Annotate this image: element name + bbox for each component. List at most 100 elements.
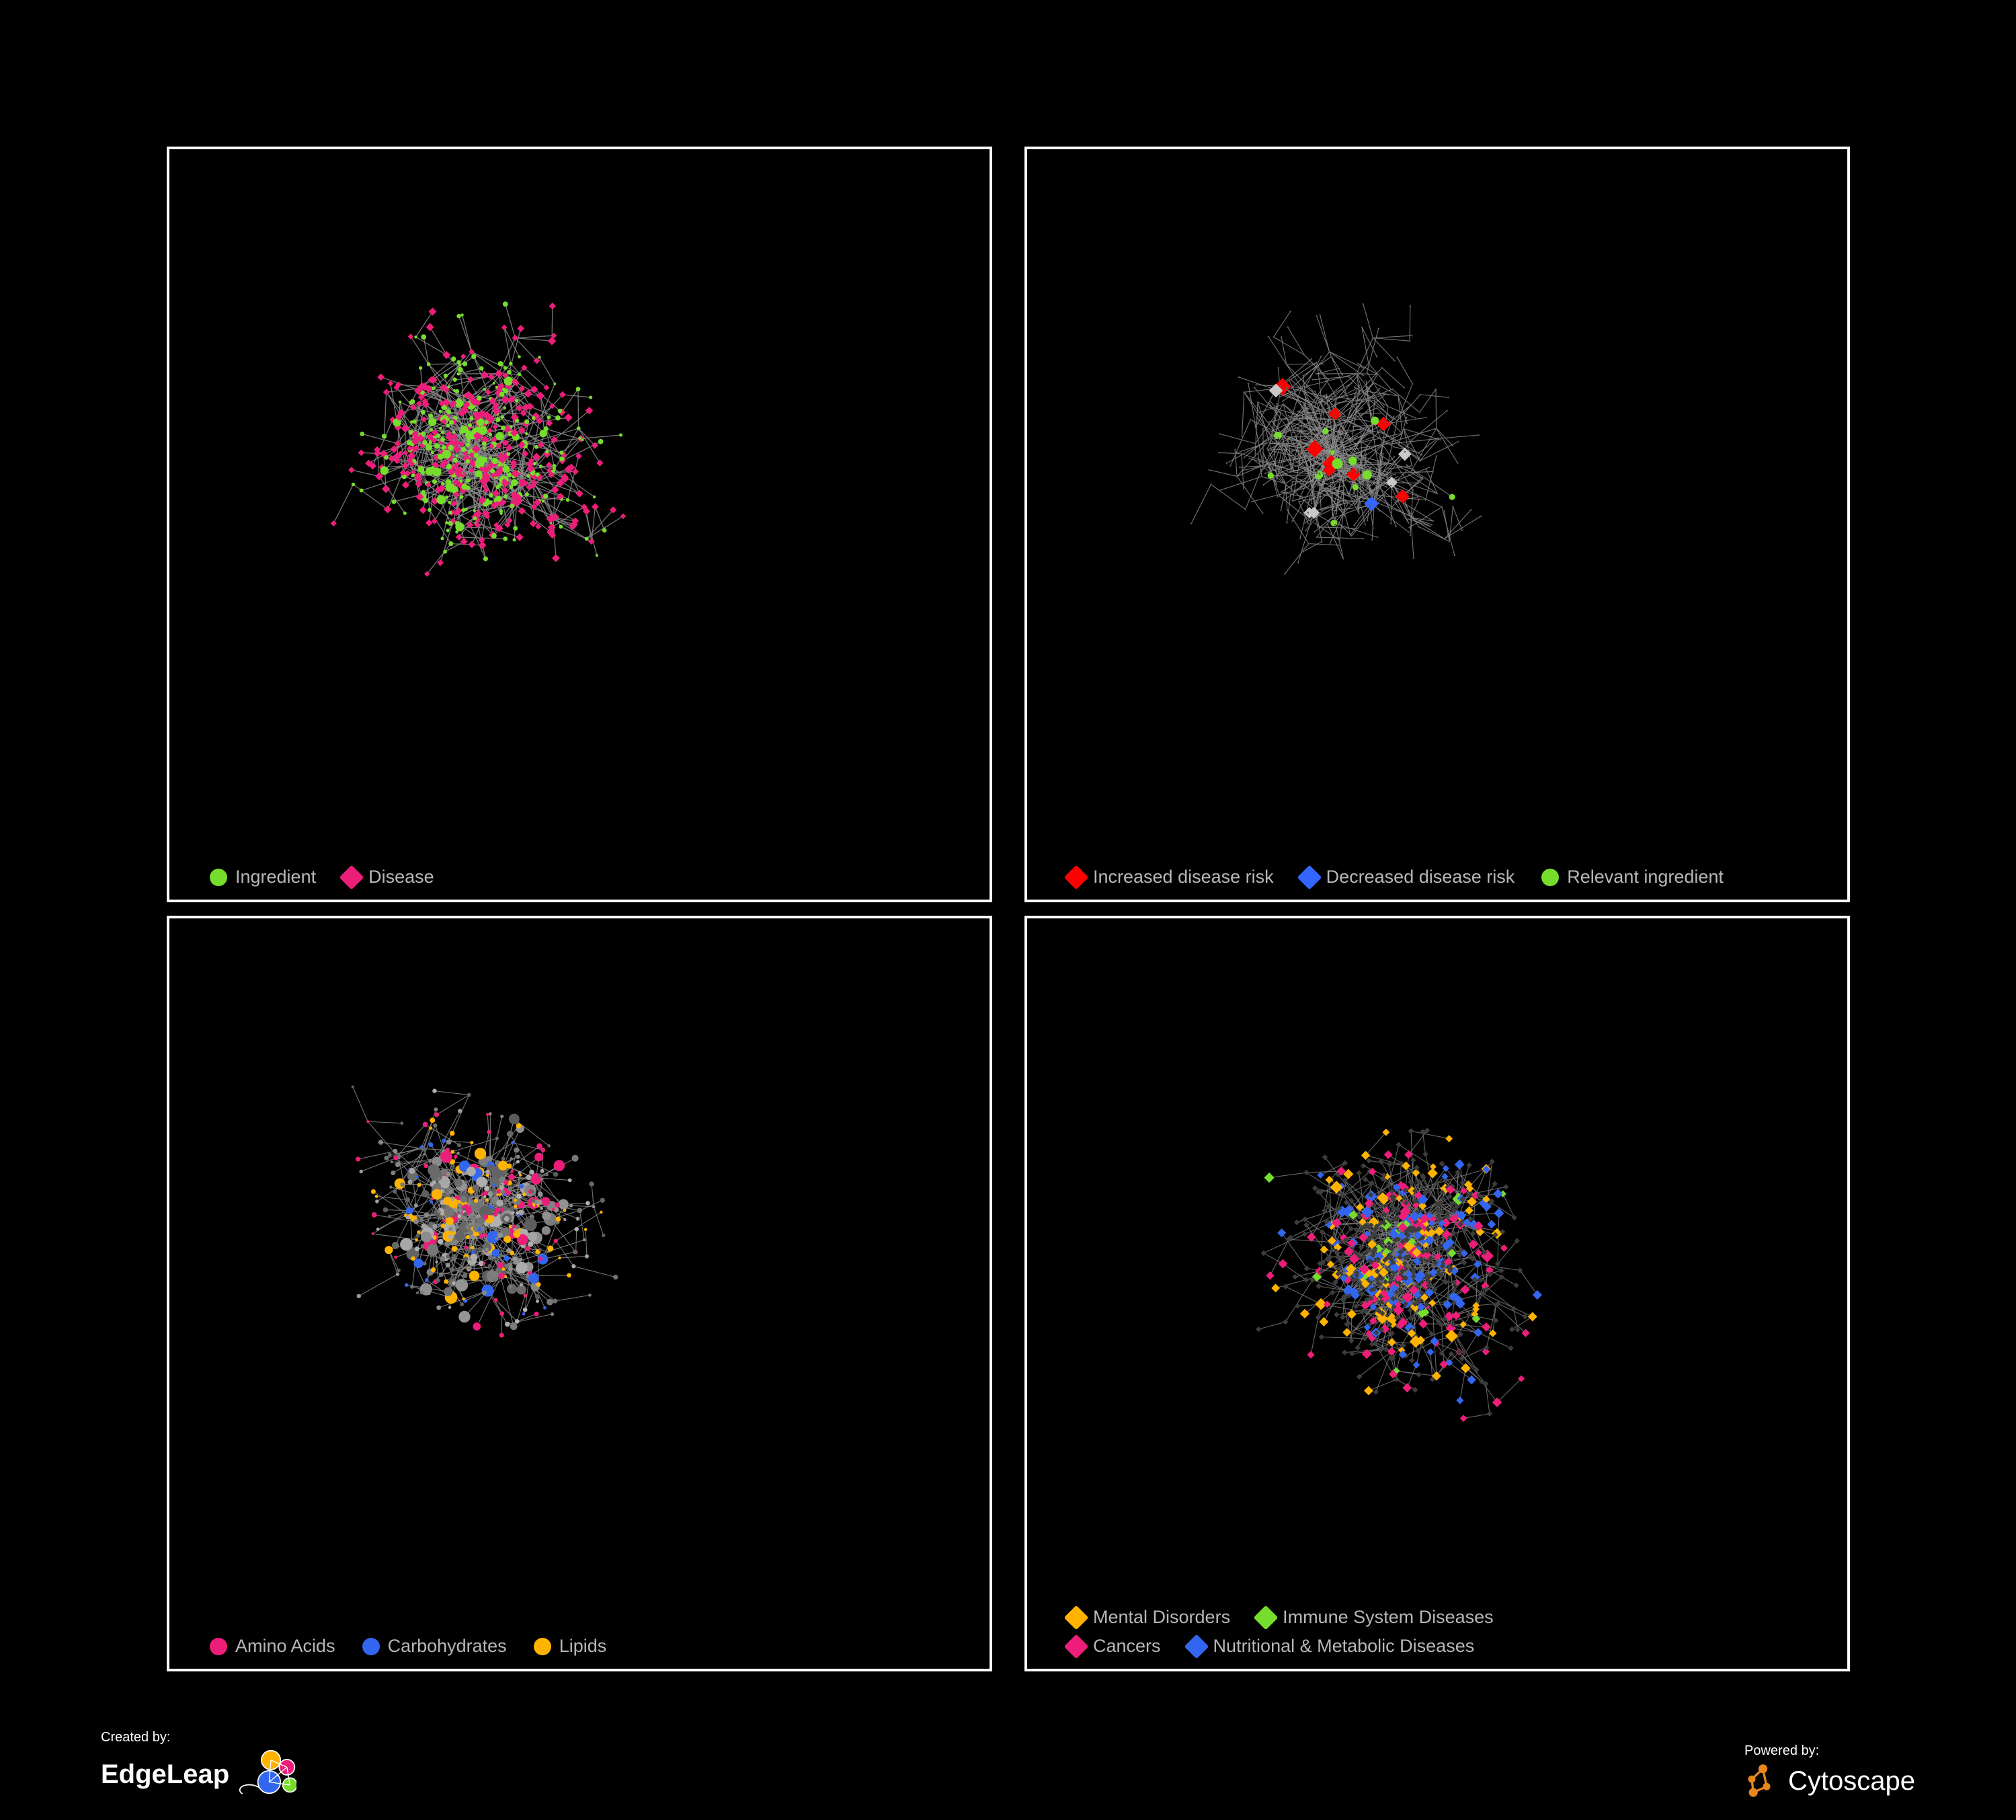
unclassified-node[interactable] [457, 1152, 460, 1154]
unclassified-disease-node[interactable] [1320, 1229, 1325, 1234]
minor-node[interactable] [1261, 476, 1262, 477]
amino-acid-node[interactable] [434, 1112, 439, 1117]
unclassified-node[interactable] [391, 1160, 393, 1163]
relevant-ingredient-node[interactable] [1371, 417, 1379, 425]
ingredient-node[interactable] [509, 362, 512, 365]
ingredient-node[interactable] [559, 450, 563, 454]
amino-acid-node[interactable] [454, 1155, 457, 1158]
minor-node[interactable] [1377, 327, 1379, 329]
minor-node[interactable] [1281, 336, 1282, 338]
unclassified-node[interactable] [542, 1226, 551, 1235]
minor-node[interactable] [1322, 486, 1323, 487]
ingredient-node[interactable] [352, 483, 355, 486]
amino-acid-node[interactable] [372, 1212, 377, 1218]
ingredient-node[interactable] [501, 426, 506, 430]
minor-node[interactable] [1364, 524, 1366, 526]
unclassified-node[interactable] [504, 1216, 510, 1222]
amino-acid-node[interactable] [534, 1312, 539, 1316]
unclassified-node[interactable] [577, 1208, 582, 1214]
minor-node[interactable] [1270, 401, 1271, 402]
minor-node[interactable] [1241, 436, 1242, 437]
minor-node[interactable] [1412, 383, 1413, 385]
lipid-node[interactable] [563, 1209, 567, 1212]
lipid-node[interactable] [584, 1228, 588, 1231]
amino-acid-node[interactable] [552, 1208, 555, 1211]
amino-acid-node[interactable] [512, 1224, 516, 1228]
ingredient-node[interactable] [419, 366, 422, 370]
ingredient-node[interactable] [498, 361, 503, 366]
minor-node[interactable] [1325, 461, 1326, 462]
minor-node[interactable] [1338, 368, 1340, 369]
amino-acid-node[interactable] [494, 1298, 498, 1302]
ingredient-node[interactable] [477, 395, 481, 400]
lipid-node[interactable] [450, 1131, 455, 1136]
unclassified-node[interactable] [405, 1197, 411, 1203]
minor-node[interactable] [1409, 305, 1411, 307]
minor-node[interactable] [1281, 491, 1282, 492]
unclassified-disease-node[interactable] [1424, 1127, 1430, 1133]
ingredient-node[interactable] [403, 512, 407, 515]
ingredient-node[interactable] [489, 500, 493, 504]
ingredient-node[interactable] [510, 504, 514, 508]
ingredient-node[interactable] [558, 409, 563, 413]
minor-node[interactable] [1316, 364, 1318, 366]
minor-node[interactable] [1402, 433, 1403, 434]
ingredient-node[interactable] [446, 409, 451, 414]
amino-acid-node[interactable] [483, 1214, 488, 1220]
mental-disorder-node[interactable] [1320, 1246, 1328, 1254]
ingredient-node[interactable] [456, 314, 460, 318]
unclassified-node[interactable] [553, 1172, 558, 1177]
minor-node[interactable] [1343, 430, 1344, 432]
minor-node[interactable] [1297, 428, 1299, 429]
disease-node[interactable] [548, 337, 557, 346]
unclassified-node[interactable] [442, 1193, 447, 1197]
minor-node[interactable] [1341, 459, 1342, 461]
unclassified-node[interactable] [514, 1148, 519, 1153]
ingredient-node[interactable] [539, 465, 542, 468]
unclassified-node[interactable] [427, 1244, 439, 1256]
unclassified-disease-node[interactable] [1304, 1265, 1309, 1271]
unclassified-node[interactable] [471, 1254, 477, 1261]
unclassified-node[interactable] [436, 1305, 441, 1310]
minor-node[interactable] [1411, 335, 1413, 337]
ingredient-node[interactable] [414, 335, 417, 339]
amino-acid-node[interactable] [424, 1163, 428, 1168]
unclassified-node[interactable] [485, 1170, 490, 1175]
minor-node[interactable] [1264, 473, 1266, 475]
nutritional-metabolic-disease-node[interactable] [1456, 1396, 1463, 1404]
minor-node[interactable] [1353, 492, 1355, 494]
cancer-node[interactable] [1460, 1285, 1469, 1294]
mental-disorder-node[interactable] [1445, 1330, 1458, 1343]
minor-node[interactable] [1318, 431, 1320, 432]
immune-system-disease-node[interactable] [1264, 1173, 1274, 1183]
minor-node[interactable] [1342, 558, 1344, 559]
minor-node[interactable] [1335, 512, 1337, 514]
unclassified-node[interactable] [586, 1201, 590, 1205]
unclassified-node[interactable] [547, 1299, 553, 1306]
minor-node[interactable] [1280, 472, 1281, 473]
unclassified-node[interactable] [526, 1175, 532, 1180]
ingredient-node[interactable] [598, 439, 604, 444]
lipid-node[interactable] [514, 1199, 517, 1202]
unclassified-disease-node[interactable] [1509, 1327, 1515, 1332]
unclassified-node[interactable] [421, 1147, 426, 1152]
minor-node[interactable] [1342, 503, 1344, 504]
minor-node[interactable] [1279, 412, 1281, 413]
ingredient-node[interactable] [530, 471, 535, 475]
minor-node[interactable] [1308, 543, 1309, 544]
minor-node[interactable] [1428, 467, 1430, 469]
ingredient-node[interactable] [555, 416, 561, 421]
minor-node[interactable] [1314, 391, 1316, 392]
minor-node[interactable] [1276, 403, 1278, 405]
unclassified-node[interactable] [454, 1179, 463, 1187]
ingredient-node[interactable] [511, 479, 518, 487]
macronutrient-graph[interactable] [169, 918, 990, 1669]
minor-node[interactable] [1406, 416, 1407, 418]
ingredient-node[interactable] [426, 444, 432, 450]
relevant-ingredient-node[interactable] [1363, 470, 1372, 479]
unclassified-node[interactable] [468, 1203, 471, 1205]
ingredient-node[interactable] [483, 388, 486, 391]
minor-node[interactable] [1334, 431, 1335, 432]
amino-acid-node[interactable] [554, 1239, 558, 1243]
ingredient-node[interactable] [502, 465, 510, 473]
